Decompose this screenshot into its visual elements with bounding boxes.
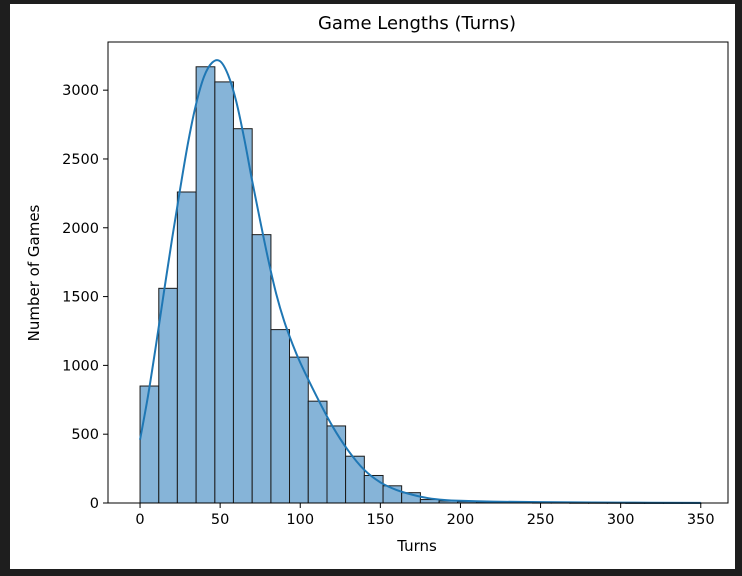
histogram-bar: [270, 329, 291, 504]
x-tick-label: 150: [367, 512, 395, 528]
x-axis-label: Turns: [396, 537, 437, 555]
x-axis-ticks: 0 50 100 150 200 250 300 350: [135, 503, 715, 528]
x-tick-label: 250: [527, 512, 555, 528]
bars-group: [139, 66, 702, 504]
y-tick-label: 500: [71, 427, 99, 443]
chart-figure: Game Lengths (Turns) 0 50 100 150 200 250 300 3…: [10, 4, 735, 569]
y-tick-label: 0: [90, 496, 99, 512]
histogram-bar: [214, 81, 234, 504]
histogram-bar: [345, 455, 365, 504]
y-axis-label: Number of Games: [25, 204, 43, 341]
histogram-bar: [326, 425, 347, 504]
y-tick-label: 2500: [62, 152, 99, 168]
histogram-bar: [307, 400, 328, 504]
histogram-bar: [232, 128, 253, 504]
histogram-bar: [158, 287, 178, 504]
chart-title: Game Lengths (Turns): [318, 13, 516, 34]
y-tick-label: 2000: [62, 221, 99, 237]
y-axis-ticks: 0 500 1000 1500 2000 2500 3000: [62, 83, 108, 512]
x-tick-label: 200: [447, 512, 475, 528]
x-tick-label: 100: [286, 512, 314, 528]
x-tick-label: 350: [687, 512, 715, 528]
y-tick-label: 1000: [62, 358, 99, 374]
x-tick-label: 300: [607, 512, 635, 528]
x-tick-label: 0: [135, 512, 144, 528]
histogram-bar: [289, 356, 309, 504]
plot-frame: [107, 41, 729, 504]
kde-line: [139, 59, 701, 504]
histogram-bar: [139, 385, 160, 504]
histogram-bar: [176, 191, 197, 504]
y-tick-label: 3000: [62, 83, 99, 99]
kde-group: [139, 59, 701, 504]
histogram-bar: [363, 474, 384, 504]
histogram-chart: Game Lengths (Turns) 0 50 100 150 200 250 300 3…: [25, 13, 729, 555]
x-tick-label: 50: [211, 512, 229, 528]
histogram-bar: [251, 234, 272, 504]
y-tick-label: 1500: [62, 290, 99, 306]
histogram-bar: [195, 66, 216, 504]
